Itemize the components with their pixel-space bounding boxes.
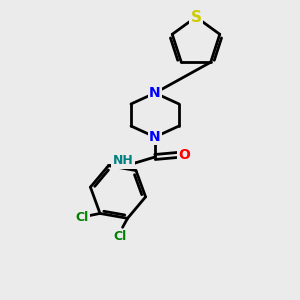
Text: N: N bbox=[149, 130, 161, 144]
Text: N: N bbox=[149, 86, 161, 100]
Text: S: S bbox=[190, 10, 202, 25]
Text: O: O bbox=[178, 148, 190, 162]
Text: Cl: Cl bbox=[75, 211, 88, 224]
Text: NH: NH bbox=[112, 154, 134, 167]
Text: Cl: Cl bbox=[113, 230, 126, 243]
